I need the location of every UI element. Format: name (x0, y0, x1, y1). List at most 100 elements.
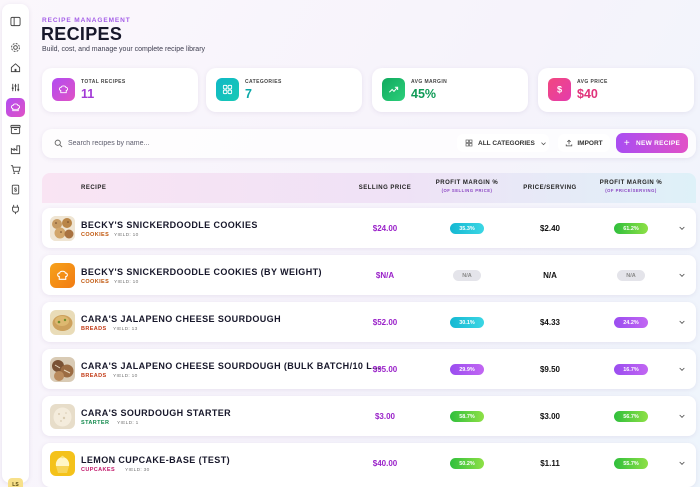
recipe-category: BREADS (81, 326, 107, 332)
column-header-margin2-sub: (OF PRICE/SERVING) (605, 188, 657, 193)
stat-categories: CATEGORIES 7 (206, 68, 362, 112)
chevron-down-icon (541, 141, 546, 145)
dollar-icon: $ (548, 78, 571, 101)
price-per-serving: N/A (543, 271, 557, 280)
price-per-serving: $2.40 (539, 224, 561, 233)
margin-badge: 35.3% (450, 223, 484, 234)
category-filter[interactable]: ALL CATEGORIES (457, 134, 549, 152)
margin2-badge: 61.2% (614, 223, 648, 234)
search-box (50, 134, 450, 153)
factory-icon[interactable] (6, 140, 25, 159)
column-header-recipe[interactable]: RECIPE (81, 185, 107, 191)
price-per-serving: $9.50 (539, 365, 561, 374)
home-icon[interactable] (6, 58, 25, 77)
gear-icon[interactable] (6, 38, 25, 57)
table-row[interactable]: CARA'S JALAPENO CHEESE SOURDOUGH BREADS … (42, 302, 696, 342)
stat-value: 7 (245, 87, 252, 101)
page-eyebrow: RECIPE MANAGEMENT (42, 17, 131, 24)
margin-badge: 58.7% (450, 411, 484, 422)
price-per-serving: $1.11 (540, 459, 560, 468)
chevron-down-icon[interactable] (678, 412, 686, 420)
starter-photo (50, 404, 75, 429)
table-header: RECIPE SELLING PRICE PROFIT MARGIN % (OF… (42, 173, 696, 203)
page-subtitle: Build, cost, and manage your complete re… (42, 46, 206, 53)
inventory-box-icon[interactable] (6, 120, 25, 139)
grid-icon (465, 139, 473, 147)
recipe-name: CARA'S SOURDOUGH STARTER (81, 408, 232, 418)
stat-total-recipes: TOTAL RECIPES 11 (42, 68, 198, 112)
stat-value: 45% (411, 87, 437, 101)
selling-price: $N/A (375, 271, 395, 280)
chevron-down-icon[interactable] (678, 365, 686, 373)
recipe-name: LEMON CUPCAKE-BASE (TEST) (81, 455, 230, 465)
svg-text:$: $ (557, 85, 562, 95)
column-header-margin2-label: PROFIT MARGIN % (599, 180, 663, 186)
page-title: RECIPES (41, 24, 123, 44)
margin2-badge: N/A (617, 270, 645, 281)
import-button[interactable]: IMPORT (558, 134, 610, 152)
stat-value: $40 (577, 87, 598, 101)
stat-avg-price: $ AVG PRICE $40 (538, 68, 694, 112)
recipe-name: CARA'S JALAPENO CHEESE SOURDOUGH (81, 314, 281, 324)
toolbar: ALL CATEGORIES IMPORT + NEW RECIPE (42, 129, 696, 158)
trending-up-icon (382, 78, 405, 101)
stat-label: AVG PRICE (577, 79, 608, 85)
import-label: IMPORT (577, 139, 603, 147)
recipe-yield: YIELD: 10 (113, 373, 138, 379)
recipe-yield: YIELD: 10 (114, 232, 139, 238)
margin-badge: 50.2% (450, 458, 484, 469)
stat-label: AVG MARGIN (411, 79, 448, 85)
search-input[interactable] (68, 140, 418, 147)
chef-hat-icon[interactable] (6, 98, 25, 117)
plug-icon[interactable] (6, 200, 25, 219)
sidebar: $ LS (2, 4, 29, 487)
margin-badge: N/A (453, 270, 481, 281)
table-row[interactable]: LEMON CUPCAKE-BASE (TEST) CUPCAKES YIELD… (42, 443, 696, 487)
margin2-badge: 55.7% (614, 458, 648, 469)
panel-toggle-icon[interactable] (6, 12, 25, 31)
recipe-category: COOKIES (81, 279, 110, 285)
recipe-name: CARA'S JALAPENO CHEESE SOURDOUGH (BULK B… (81, 361, 381, 371)
table-row[interactable]: CARA'S JALAPENO CHEESE SOURDOUGH (BULK B… (42, 349, 696, 389)
receipt-icon[interactable]: $ (6, 180, 25, 199)
margin2-badge: 16.7% (614, 364, 648, 375)
column-header-selling-price[interactable]: SELLING PRICE (358, 185, 412, 191)
chevron-down-icon[interactable] (678, 224, 686, 232)
chef-hat-icon (52, 78, 75, 101)
table-row[interactable]: BECKY'S SNICKERDOODLE COOKIES COOKIES YI… (42, 208, 696, 248)
plus-icon: + (623, 137, 630, 149)
selling-price: $3.00 (374, 412, 396, 421)
category-filter-label: ALL CATEGORIES (478, 139, 535, 147)
column-header-margin-label: PROFIT MARGIN % (435, 180, 499, 186)
new-recipe-button[interactable]: + NEW RECIPE (616, 133, 688, 153)
recipe-yield: YIELD: 1 (117, 420, 139, 426)
selling-price: $52.00 (372, 318, 398, 327)
search-icon (54, 139, 63, 148)
column-header-margin[interactable]: PROFIT MARGIN % (OF SELLING PRICE) (422, 180, 512, 193)
margin-badge: 30.1% (450, 317, 484, 328)
recipe-category: COOKIES (81, 232, 110, 238)
recipe-yield: YIELD: 10 (114, 279, 139, 285)
price-per-serving: $3.00 (539, 412, 561, 421)
chef-hat-icon (50, 263, 75, 288)
table-row[interactable]: CARA'S SOURDOUGH STARTER STARTER YIELD: … (42, 396, 696, 436)
recipe-name: BECKY'S SNICKERDOODLE COOKIES (81, 220, 258, 230)
cart-icon[interactable] (6, 160, 25, 179)
margin2-badge: 56.7% (614, 411, 648, 422)
chevron-down-icon[interactable] (678, 271, 686, 279)
selling-price: $95.00 (372, 365, 398, 374)
stat-label: CATEGORIES (245, 79, 282, 85)
bread-photo (50, 310, 75, 335)
chevron-down-icon[interactable] (678, 459, 686, 467)
stat-label: TOTAL RECIPES (81, 79, 126, 85)
recipe-category: CUPCAKES (81, 467, 116, 473)
chevron-down-icon[interactable] (678, 318, 686, 326)
table-row[interactable]: BECKY'S SNICKERDOODLE COOKIES (BY WEIGHT… (42, 255, 696, 295)
column-header-margin2[interactable]: PROFIT MARGIN % (OF PRICE/SERVING) (586, 180, 676, 193)
sliders-icon[interactable] (6, 78, 25, 97)
column-header-price-serving[interactable]: PRICE/SERVING (523, 185, 577, 191)
grid-icon (216, 78, 239, 101)
price-per-serving: $4.33 (539, 318, 561, 327)
cookies-photo (50, 216, 75, 241)
avatar[interactable]: LS (8, 478, 23, 487)
